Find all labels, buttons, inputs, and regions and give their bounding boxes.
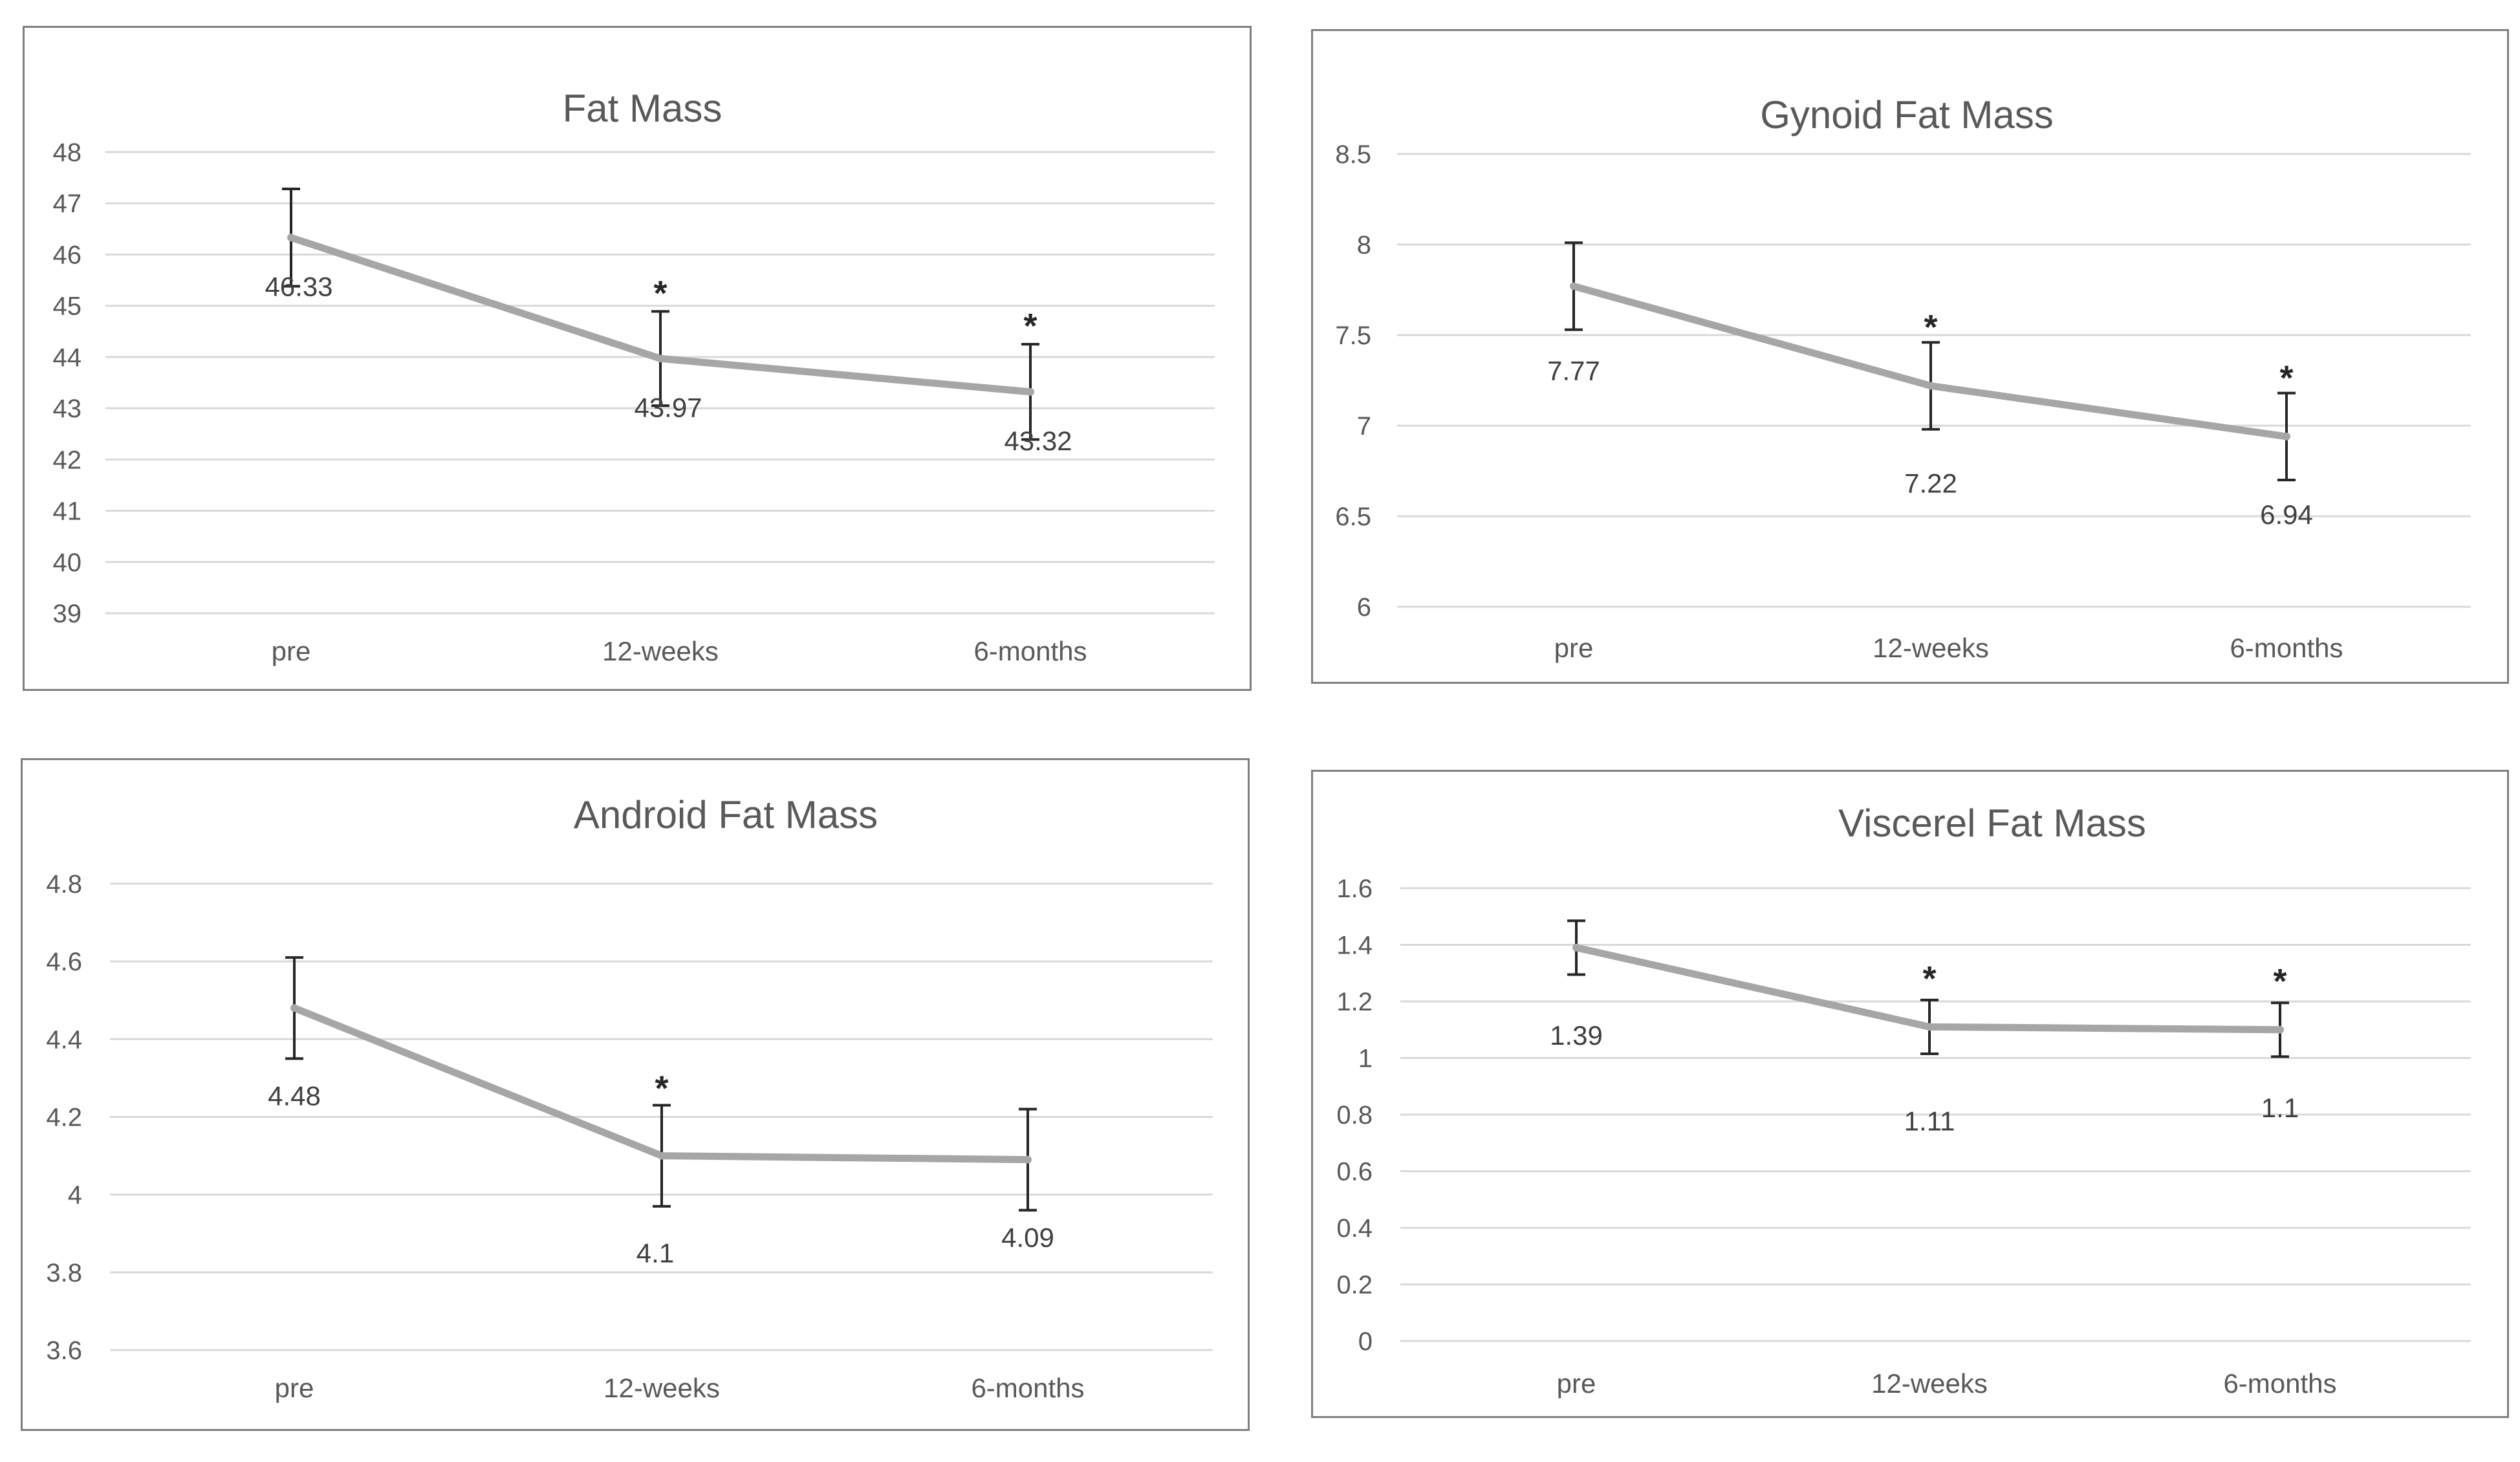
y-tick-label: 48 — [53, 138, 82, 167]
data-label: 4.1 — [636, 1238, 674, 1269]
y-tick-label: 0 — [1358, 1327, 1373, 1356]
y-tick-label: 0.4 — [1336, 1214, 1373, 1243]
x-tick-label: 12-weeks — [602, 636, 719, 666]
y-tick-label: 40 — [53, 549, 82, 577]
x-tick-label: 12-weeks — [1873, 633, 1989, 663]
data-point — [1026, 387, 1034, 396]
data-label: 6.94 — [2260, 499, 2313, 530]
y-tick-label: 1.2 — [1336, 988, 1373, 1016]
x-tick-label: 6-months — [971, 1373, 1084, 1403]
chart-panel-visceral-fat-mass: 0 0.2 0.4 0.6 0.8 1 1.2 1.4 1.6 Viscerel Fat Mass… — [1311, 770, 2509, 1418]
y-tick-label: 8 — [1357, 231, 1371, 259]
data-label: 4.48 — [268, 1080, 321, 1111]
y-tick-label: 47 — [53, 190, 82, 218]
y-tick-label: 1.6 — [1336, 875, 1373, 903]
y-tick-label: 45 — [53, 292, 82, 321]
data-point — [1570, 282, 1578, 290]
y-tick-label: 4.2 — [46, 1104, 82, 1132]
y-tick-label: 4.4 — [46, 1025, 82, 1054]
data-label: 43.97 — [634, 392, 702, 422]
data-point — [287, 234, 295, 242]
data-label: 7.77 — [1547, 355, 1600, 386]
y-tick-label: 8.5 — [1335, 140, 1371, 169]
y-tick-label: 43 — [53, 395, 82, 423]
data-label: 1.39 — [1550, 1020, 1603, 1051]
x-tick-label: 12-weeks — [603, 1373, 720, 1403]
x-tick-label: pre — [275, 1373, 314, 1403]
data-point — [657, 355, 664, 363]
significance-marker: * — [2279, 359, 2293, 398]
y-tick-label: 0.8 — [1336, 1101, 1373, 1129]
data-point — [1926, 1023, 1933, 1031]
significance-marker: * — [653, 274, 667, 312]
chart-panel-android-fat-mass: 3.6 3.8 4 4.2 4.4 4.6 4.8 Android Fat Mass pre 12… — [21, 758, 1250, 1431]
y-tick-label: 42 — [53, 446, 82, 474]
y-tick-label: 3.6 — [46, 1337, 82, 1365]
y-tick-label: 6.5 — [1335, 503, 1371, 531]
x-tick-label: pre — [272, 636, 311, 666]
x-tick-label: 12-weeks — [1871, 1368, 1988, 1399]
y-tick-label: 1 — [1358, 1045, 1373, 1073]
significance-marker: * — [1924, 308, 1937, 347]
y-tick-label: 4.6 — [46, 948, 82, 976]
data-point — [1024, 1155, 1032, 1164]
y-tick-label: 44 — [53, 344, 82, 372]
y-tick-label: 6 — [1357, 593, 1371, 622]
significance-marker: * — [2273, 962, 2286, 1001]
y-tick-label: 39 — [53, 600, 82, 628]
chart-fat-mass: 39 40 41 42 43 44 45 46 47 48 Fat Mass pre 12-weeks 6… — [53, 87, 1215, 666]
data-point — [1927, 382, 1935, 390]
y-tick-label: 46 — [53, 241, 82, 269]
chart-title: Viscerel Fat Mass — [1838, 802, 2146, 845]
x-tick-label: 6-months — [2230, 633, 2343, 663]
chart-title: Gynoid Fat Mass — [1760, 93, 2054, 136]
y-tick-label: 0.2 — [1336, 1271, 1373, 1300]
chart-title: Fat Mass — [563, 87, 722, 130]
chart-visceral-fat-mass: 0 0.2 0.4 0.6 0.8 1 1.2 1.4 1.6 Viscerel Fat Mass… — [1336, 802, 2471, 1399]
data-label: 1.11 — [1904, 1106, 1955, 1136]
data-label: 4.09 — [1001, 1223, 1054, 1253]
significance-marker: * — [1023, 307, 1037, 345]
y-tick-label: 0.6 — [1336, 1158, 1373, 1186]
x-tick-label: 6-months — [973, 636, 1087, 666]
x-tick-label: pre — [1557, 1368, 1596, 1399]
data-point — [290, 1004, 298, 1012]
y-tick-label: 4 — [68, 1181, 82, 1210]
y-tick-label: 3.8 — [46, 1259, 82, 1287]
significance-marker: * — [1922, 959, 1936, 998]
y-tick-label: 41 — [53, 497, 82, 526]
data-label: 46.33 — [265, 271, 332, 301]
data-label: 7.22 — [1904, 468, 1957, 498]
x-tick-label: 6-months — [2223, 1368, 2336, 1399]
data-label: 1.1 — [2261, 1093, 2299, 1123]
data-point — [2283, 432, 2290, 441]
chart-panel-gynoid-fat-mass: 6 6.5 7 7.5 8 8.5 Gynoid Fat Mass pre 12-weeks 6-… — [1311, 29, 2509, 684]
significance-marker: * — [655, 1069, 668, 1107]
y-tick-label: 1.4 — [1336, 932, 1373, 960]
chart-title: Android Fat Mass — [574, 793, 878, 836]
chart-android-fat-mass: 3.6 3.8 4 4.2 4.4 4.6 4.8 Android Fat Mass pre 12… — [46, 793, 1213, 1403]
chart-gynoid-fat-mass: 6 6.5 7 7.5 8 8.5 Gynoid Fat Mass pre 12-weeks 6-… — [1335, 93, 2471, 663]
data-point — [1572, 943, 1580, 952]
y-tick-label: 7.5 — [1335, 322, 1371, 350]
y-tick-label: 7 — [1357, 412, 1371, 441]
data-point — [2276, 1025, 2284, 1034]
data-point — [658, 1151, 666, 1160]
chart-panel-fat-mass: 39 40 41 42 43 44 45 46 47 48 Fat Mass pre 12-weeks 6… — [23, 26, 1252, 691]
y-tick-label: 4.8 — [46, 870, 82, 899]
data-label: 43.32 — [1004, 426, 1072, 456]
x-tick-label: pre — [1554, 633, 1594, 663]
